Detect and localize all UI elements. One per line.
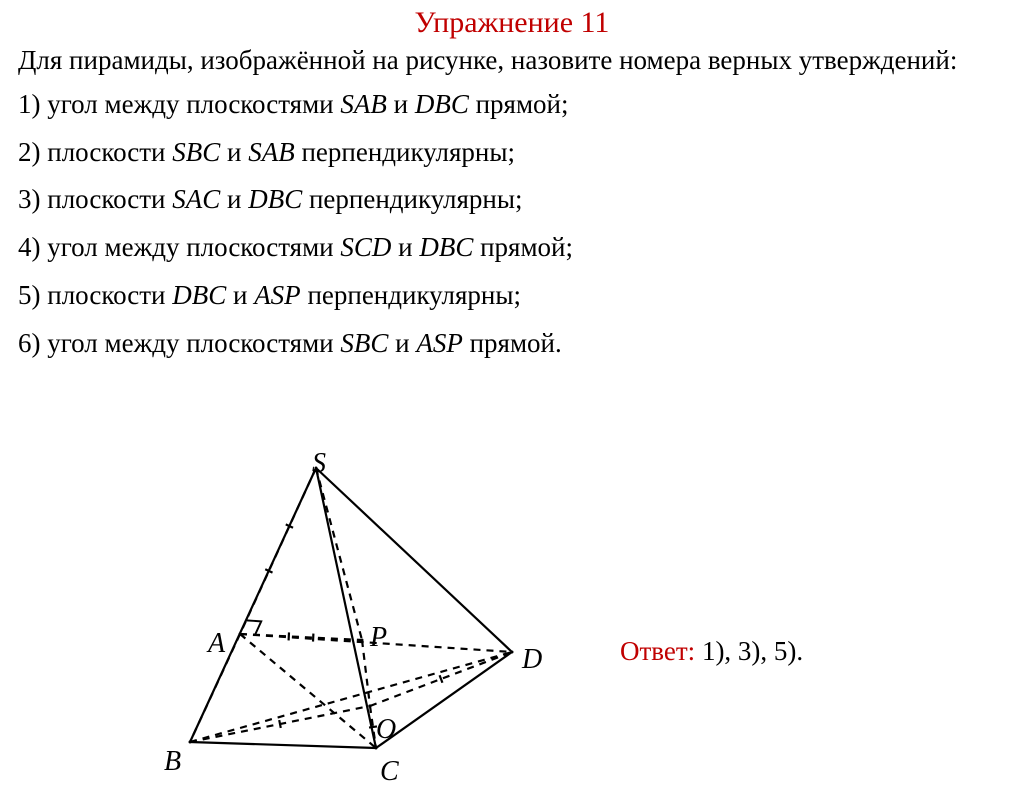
statement-num: 2) [18,137,41,167]
plane-1: SAB [340,89,387,119]
statement-num: 3) [18,184,41,214]
plane-2: SAB [248,137,295,167]
statement-3: 3) плоскости SAC и DBC перпендикулярны; [18,183,1006,217]
vertex-label-C: C [380,756,399,788]
statement-5: 5) плоскости DBC и ASP перпендикулярны; [18,279,1006,313]
plane-2: DBC [248,184,302,214]
statement-pre: плоскости [47,184,165,214]
answer-line: Ответ: 1), 3), 5). [620,636,803,667]
pyramid-diagram: SABCDPO [140,456,580,766]
statements-list: 1) угол между плоскостями SAB и DBC прям… [0,88,1024,361]
plane-2: ASP [416,328,463,358]
statement-2: 2) плоскости SBC и SAB перпендикулярны; [18,136,1006,170]
statement-post: перпендикулярны; [307,280,521,310]
vertex-label-D: D [522,644,542,676]
intro-text: Для пирамиды, изображённой на рисунке, н… [0,44,1024,78]
statement-mid: и [227,184,241,214]
plane-1: SAC [172,184,220,214]
statement-post: перпендикулярны; [301,137,515,167]
statement-num: 1) [18,89,41,119]
vertex-label-O: O [376,714,396,746]
statement-num: 6) [18,328,41,358]
statement-6: 6) угол между плоскостями SBC и ASP прям… [18,327,1006,361]
vertex-label-B: B [164,746,181,778]
statement-pre: угол между плоскостями [47,232,333,262]
statement-post: перпендикулярны; [309,184,523,214]
diagram-svg [140,456,580,766]
plane-1: SBC [172,137,220,167]
statement-pre: плоскости [47,137,165,167]
statement-post: прямой; [480,232,573,262]
plane-1: SCD [340,232,391,262]
statement-mid: и [395,328,409,358]
statement-post: прямой; [476,89,569,119]
plane-2: ASP [254,280,301,310]
statement-num: 4) [18,232,41,262]
right-angle-icon [246,620,261,635]
statement-pre: угол между плоскостями [47,328,333,358]
plane-2: DBC [419,232,473,262]
statement-pre: угол между плоскостями [47,89,333,119]
statement-mid: и [398,232,412,262]
vertex-label-A: A [208,628,225,660]
statement-mid: и [233,280,247,310]
exercise-title: Упражнение 11 [0,6,1024,40]
plane-1: SBC [340,328,388,358]
statement-4: 4) угол между плоскостями SCD и DBC прям… [18,231,1006,265]
statement-mid: и [394,89,408,119]
statement-1: 1) угол между плоскостями SAB и DBC прям… [18,88,1006,122]
answer-label: Ответ: [620,636,695,666]
vertex-label-S: S [312,448,326,480]
plane-2: DBC [415,89,469,119]
statement-post: прямой. [470,328,562,358]
answer-text: 1), 3), 5). [702,636,803,666]
plane-1: DBC [172,280,226,310]
vertex-label-P: P [370,622,387,654]
statement-num: 5) [18,280,41,310]
statement-mid: и [227,137,241,167]
statement-pre: плоскости [47,280,165,310]
